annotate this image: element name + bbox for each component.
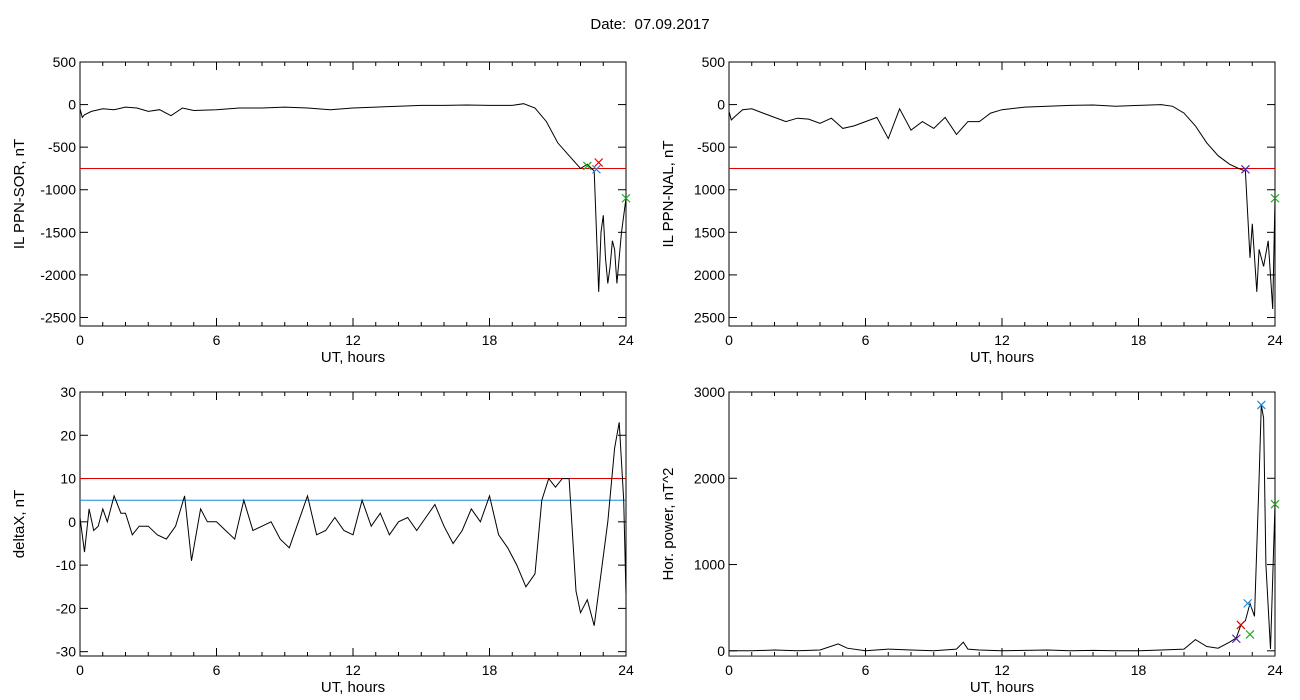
chart-panel-1: 0 6 12 18 24 500 0 -500 -1000 -1500 -2000 -2500 UT, … xyxy=(11,54,634,366)
y-tick-label: 3000 xyxy=(694,384,725,400)
x-axis-label: UT, hours xyxy=(321,679,385,696)
x-marker xyxy=(1241,164,1250,174)
x-axis-label: UT, hours xyxy=(970,679,1034,696)
chart-panel-4: 0 6 12 18 24 3000 2000 1000 0 UT, hours Hor. power… xyxy=(660,384,1283,696)
x-tick-label: 12 xyxy=(994,332,1010,348)
y-tick-label: -1500 xyxy=(40,224,76,240)
x-tick-label: 18 xyxy=(482,332,498,348)
y-tick-label: -20 xyxy=(56,600,76,616)
x-tick-label: 24 xyxy=(1267,662,1283,678)
x-marker xyxy=(582,161,592,171)
page-title: Date: 07.09.2017 xyxy=(590,16,710,33)
chart-panel-3: 0 6 12 18 24 30 20 10 0 -10 -20 -30 UT, hours deltaX,… xyxy=(11,384,634,696)
x-tick-label: 18 xyxy=(482,662,498,678)
x-tick-label: 6 xyxy=(213,332,221,348)
y-tick-label: 2000 xyxy=(694,470,725,486)
y-tick-label: 10 xyxy=(60,471,76,487)
x-axis-label: UT, hours xyxy=(321,349,385,366)
x-axis-label: UT, hours xyxy=(970,349,1034,366)
x-tick-label: 24 xyxy=(618,662,634,678)
y-tick-label: 0 xyxy=(717,97,725,113)
x-tick-label: 6 xyxy=(213,662,221,678)
y-tick-label: 1000 xyxy=(694,182,725,198)
y-tick-label: -10 xyxy=(56,557,76,573)
y-tick-label: 2000 xyxy=(694,267,725,283)
y-tick-label: 2500 xyxy=(694,309,725,325)
data-series-line xyxy=(80,103,626,292)
plot-frame xyxy=(728,391,1276,657)
x-marker xyxy=(1270,193,1280,203)
y-tick-label: 500 xyxy=(702,54,726,70)
y-axis-label: IL PPN-NAL, nT xyxy=(660,141,677,248)
x-tick-label: 18 xyxy=(1131,662,1147,678)
chart-panel-2: 0 6 12 18 24 500 0 -500 1000 1500 2000 2500 UT, hour… xyxy=(660,54,1283,366)
x-marker xyxy=(1231,634,1241,644)
x-marker xyxy=(1245,630,1255,639)
y-tick-label: 1500 xyxy=(694,224,725,240)
x-marker xyxy=(594,158,604,167)
y-tick-label: -500 xyxy=(697,139,725,155)
plot-area xyxy=(729,404,1275,656)
plot-frame xyxy=(79,61,627,327)
x-marker xyxy=(621,193,631,203)
plot-area xyxy=(80,103,626,292)
y-axis-label: deltaX, nT xyxy=(11,490,28,558)
y-tick-label: 1000 xyxy=(694,557,725,573)
plot-area xyxy=(729,104,1275,310)
y-tick-label: -1000 xyxy=(40,182,76,198)
x-tick-label: 0 xyxy=(725,662,733,678)
data-series-line xyxy=(729,404,1275,652)
y-axis-label: Hor. power, nT^2 xyxy=(660,468,677,581)
x-tick-label: 6 xyxy=(862,662,870,678)
x-tick-label: 12 xyxy=(994,662,1010,678)
y-tick-label: 0 xyxy=(717,643,725,659)
x-marker xyxy=(592,164,601,174)
y-tick-label: 20 xyxy=(60,427,76,443)
x-tick-label: 12 xyxy=(345,662,361,678)
plot-frame xyxy=(728,61,1276,327)
x-tick-label: 0 xyxy=(725,332,733,348)
y-axis-label: IL PPN-SOR, nT xyxy=(11,139,28,249)
x-tick-label: 0 xyxy=(76,332,84,348)
x-tick-label: 6 xyxy=(862,332,870,348)
plot-area xyxy=(80,422,626,626)
x-tick-label: 24 xyxy=(1267,332,1283,348)
y-tick-label: -2000 xyxy=(40,267,76,283)
y-tick-label: 0 xyxy=(68,514,76,530)
x-tick-label: 0 xyxy=(76,662,84,678)
x-tick-label: 12 xyxy=(345,332,361,348)
data-series-line xyxy=(80,422,626,626)
x-marker xyxy=(1256,400,1266,410)
x-marker xyxy=(1270,499,1280,509)
y-tick-label: -500 xyxy=(48,139,76,155)
y-tick-label: 30 xyxy=(60,384,76,400)
x-tick-label: 18 xyxy=(1131,332,1147,348)
data-series-line xyxy=(729,104,1275,310)
y-tick-label: 500 xyxy=(53,54,77,70)
y-tick-label: -2500 xyxy=(40,309,76,325)
x-marker xyxy=(1236,620,1246,630)
x-marker xyxy=(1243,598,1253,608)
y-tick-label: 0 xyxy=(68,97,76,113)
plot-frame xyxy=(79,391,627,657)
x-tick-label: 24 xyxy=(618,332,634,348)
y-tick-label: -30 xyxy=(56,644,76,660)
